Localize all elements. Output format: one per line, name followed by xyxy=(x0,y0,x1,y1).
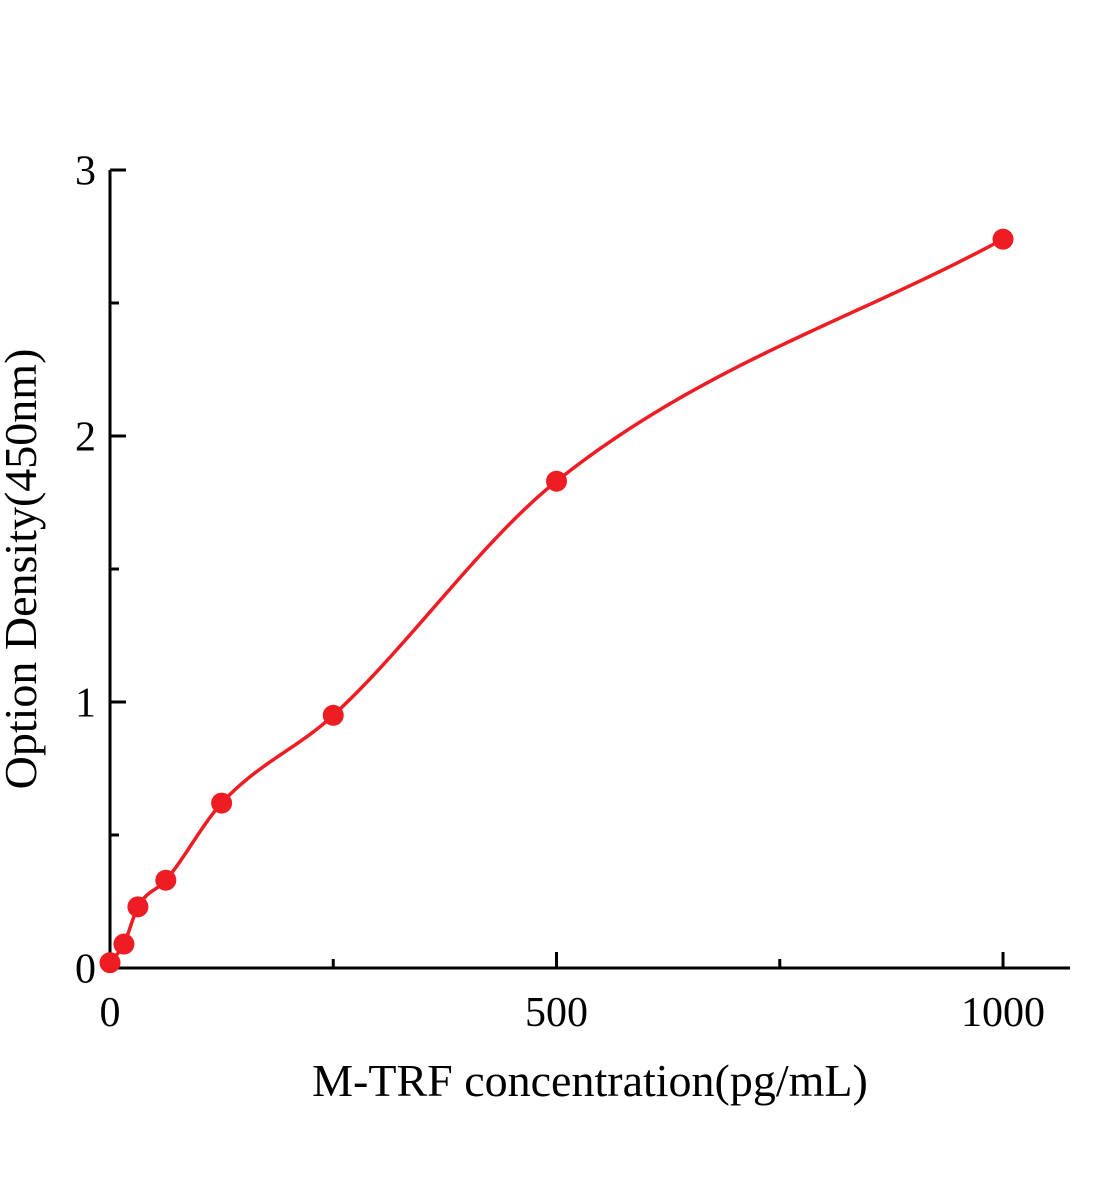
data-point xyxy=(99,952,121,974)
y-tick-label: 0 xyxy=(75,946,96,992)
data-point xyxy=(113,933,135,955)
data-point xyxy=(322,704,344,726)
y-axis-label: Option Density(450nm) xyxy=(0,349,46,790)
data-point xyxy=(546,470,568,492)
x-axis-label: M-TRF concentration(pg/mL) xyxy=(312,1055,868,1106)
x-tick-label: 500 xyxy=(525,990,588,1036)
data-point xyxy=(127,896,149,918)
data-point xyxy=(211,792,233,814)
y-tick-label: 1 xyxy=(75,680,96,726)
y-tick-label: 3 xyxy=(75,148,96,194)
x-tick-label: 1000 xyxy=(961,990,1045,1036)
fit-curve xyxy=(108,237,1005,965)
x-tick-label: 0 xyxy=(100,990,121,1036)
data-point xyxy=(992,228,1014,250)
y-tick-label: 2 xyxy=(75,414,96,460)
data-point xyxy=(155,869,177,891)
